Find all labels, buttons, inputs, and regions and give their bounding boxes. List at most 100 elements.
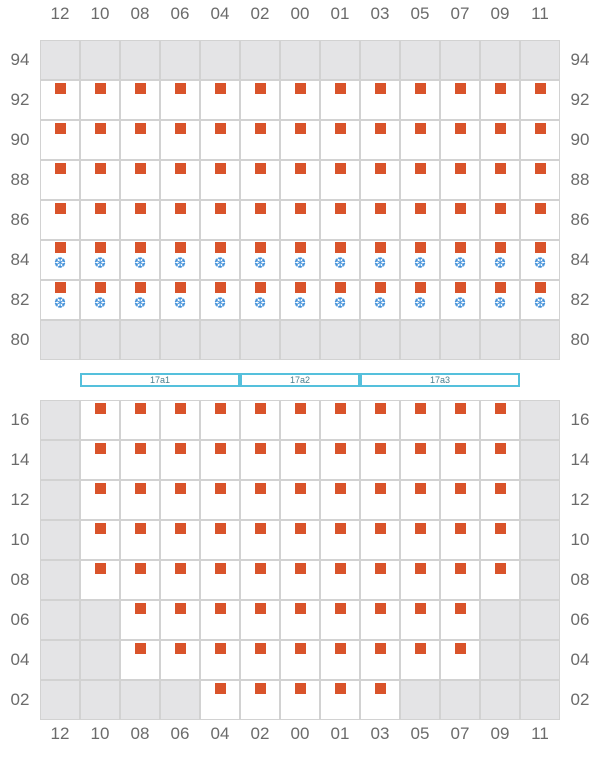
row-label-top: 01 [330,4,350,23]
no-slot [40,640,80,680]
tier-label-left: 06 [10,610,30,629]
stowage-slot[interactable] [520,80,560,120]
hatch-cover[interactable]: 17a2 [240,373,360,387]
tier-label-left: 94 [10,50,30,69]
stowage-slot[interactable] [400,400,440,440]
container-marker [295,203,306,214]
container-marker [135,282,146,293]
tier-label-right: 82 [570,290,590,309]
snowflake-icon: ❆ [213,294,227,312]
container-marker [135,242,146,253]
snowflake-icon: ❆ [133,254,147,272]
hatch-cover[interactable]: 17a1 [80,373,240,387]
container-marker [175,563,186,574]
tier-label-right: 80 [570,330,590,349]
stowage-slot[interactable] [320,120,360,160]
snowflake-icon: ❆ [253,294,267,312]
no-slot [160,320,200,360]
row-label-bottom: 04 [210,724,230,743]
stowage-slot[interactable] [360,520,400,560]
row-label-top: 04 [210,4,230,23]
container-marker [255,563,266,574]
container-marker [415,203,426,214]
no-slot [40,520,80,560]
stowage-slot[interactable] [240,240,280,280]
stowage-slot[interactable] [120,520,160,560]
tier-label-left: 92 [10,90,30,109]
container-marker [535,123,546,134]
row-label-bottom: 12 [50,724,70,743]
container-marker [295,83,306,94]
hatch-cover[interactable]: 17a3 [360,373,520,387]
container-marker [375,443,386,454]
row-label-top: 10 [90,4,110,23]
container-marker [175,242,186,253]
no-slot [40,680,80,720]
snowflake-icon: ❆ [53,254,67,272]
stowage-slot[interactable] [160,80,200,120]
no-slot [280,320,320,360]
stowage-slot[interactable] [160,120,200,160]
stowage-slot[interactable] [360,80,400,120]
container-marker [135,483,146,494]
tier-label-left: 16 [10,410,30,429]
stowage-slot[interactable] [240,600,280,640]
stowage-slot[interactable] [440,160,480,200]
container-marker [415,123,426,134]
no-slot [40,400,80,440]
stowage-slot[interactable] [160,600,200,640]
stowage-slot[interactable] [240,640,280,680]
tier-label-right: 92 [570,90,590,109]
tier-label-right: 84 [570,250,590,269]
container-marker [375,563,386,574]
no-slot [520,520,560,560]
stowage-slot[interactable] [80,520,120,560]
stowage-slot[interactable] [160,520,200,560]
container-marker [55,282,66,293]
container-marker [215,683,226,694]
container-marker [295,603,306,614]
stowage-slot[interactable] [480,240,520,280]
container-marker [175,282,186,293]
row-label-bottom: 07 [450,724,470,743]
container-marker [375,603,386,614]
stowage-slot[interactable] [200,160,240,200]
tier-label-right: 90 [570,130,590,149]
stowage-slot[interactable] [520,280,560,320]
row-label-top: 02 [250,4,270,23]
no-slot [200,40,240,80]
stowage-slot[interactable] [200,480,240,520]
snowflake-icon: ❆ [293,294,307,312]
tier-label-left: 02 [10,690,30,709]
snowflake-icon: ❆ [533,254,547,272]
stowage-slot[interactable] [320,200,360,240]
stowage-slot[interactable] [280,280,320,320]
stowage-slot[interactable] [480,440,520,480]
no-slot [80,600,120,640]
row-label-top: 11 [531,4,549,23]
tier-label-right: 16 [570,410,590,429]
container-marker [415,443,426,454]
tier-label-left: 84 [10,250,30,269]
container-marker [375,203,386,214]
container-marker [175,163,186,174]
container-marker [455,443,466,454]
stowage-slot[interactable] [80,400,120,440]
stowage-slot[interactable] [200,80,240,120]
tier-label-right: 14 [570,450,590,469]
container-marker [415,603,426,614]
no-slot [320,320,360,360]
container-marker [335,443,346,454]
row-label-top: 08 [130,4,150,23]
tier-label-left: 88 [10,170,30,189]
stowage-slot[interactable] [280,160,320,200]
stowage-slot[interactable] [240,160,280,200]
stowage-slot[interactable] [280,640,320,680]
no-slot [240,320,280,360]
no-slot [320,40,360,80]
container-marker [215,443,226,454]
stowage-slot[interactable] [400,240,440,280]
stowage-slot[interactable] [240,400,280,440]
container-marker [95,403,106,414]
container-marker [295,242,306,253]
